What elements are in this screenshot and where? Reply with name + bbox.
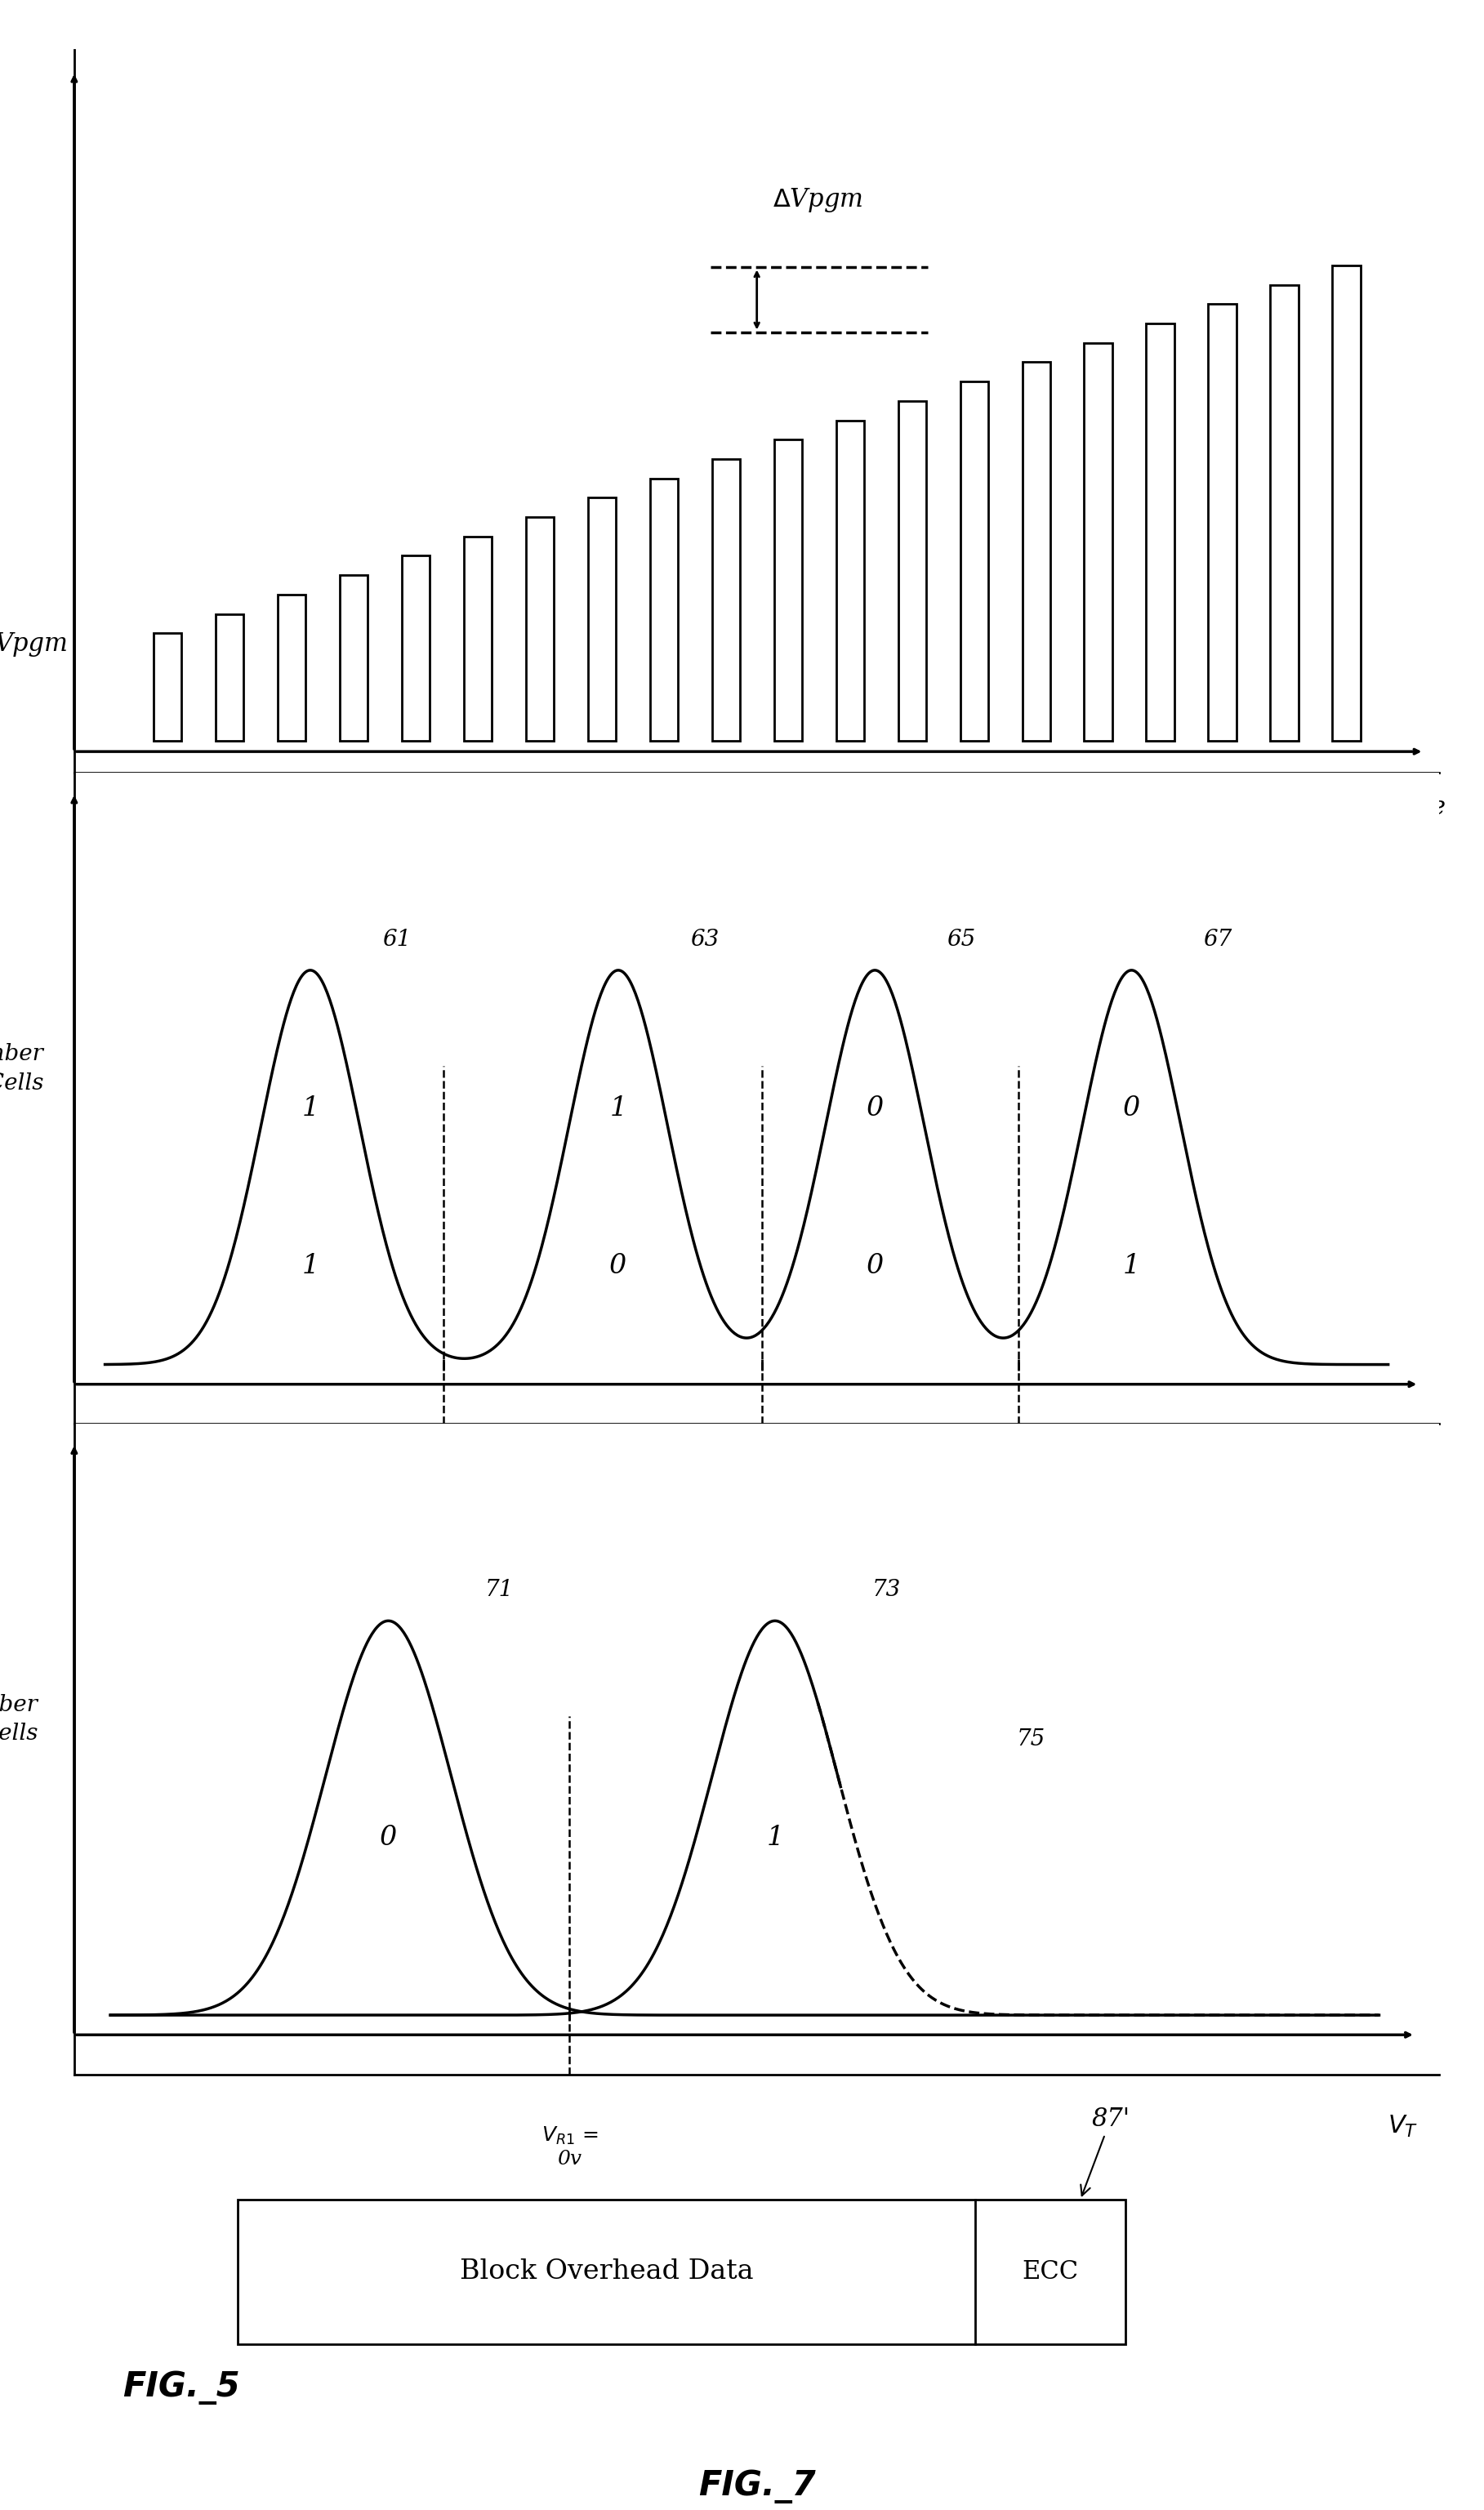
- Text: Vpgm: Vpgm: [0, 633, 68, 658]
- Text: 0: 0: [380, 1825, 398, 1850]
- Text: Number
of Cells: Number of Cells: [0, 1044, 43, 1094]
- Text: $V_{R00}$: $V_{R00}$: [741, 1476, 784, 1496]
- Text: 71: 71: [485, 1579, 513, 1601]
- Text: ECC: ECC: [1022, 2259, 1079, 2284]
- Text: FIG._3: FIG._3: [594, 934, 718, 971]
- Bar: [340, 575, 368, 740]
- Text: $V_{V10}$: $V_{V10}$: [423, 1581, 464, 1604]
- Text: 63: 63: [690, 929, 718, 951]
- Text: $V_{V01}$: $V_{V01}$: [997, 1581, 1040, 1604]
- Text: 0: 0: [1123, 1094, 1140, 1122]
- Bar: [402, 555, 429, 740]
- Text: $V_{V00}$: $V_{V00}$: [741, 1581, 784, 1604]
- Bar: [1022, 361, 1051, 740]
- Bar: [153, 633, 181, 740]
- Bar: [1270, 284, 1298, 740]
- Bar: [1085, 344, 1112, 740]
- Text: Number
of Cells: Number of Cells: [0, 1694, 39, 1744]
- Text: 1: 1: [301, 1094, 319, 1122]
- Bar: [898, 402, 926, 740]
- Text: FIG._7: FIG._7: [697, 2470, 816, 2505]
- Text: 65: 65: [947, 929, 975, 951]
- Text: 0: 0: [867, 1094, 883, 1122]
- Text: FIG._4: FIG._4: [193, 1719, 310, 1754]
- Bar: [1146, 324, 1174, 740]
- Bar: [1208, 304, 1236, 740]
- Text: $V_T$: $V_T$: [1393, 1463, 1425, 1488]
- Bar: [650, 479, 678, 740]
- Text: 0: 0: [867, 1252, 883, 1280]
- Bar: [712, 459, 741, 740]
- Text: 61: 61: [383, 929, 411, 951]
- Text: 1: 1: [766, 1825, 784, 1850]
- Bar: [278, 595, 306, 740]
- Text: $V_{R10}$ =
0v: $V_{R10}$ = 0v: [411, 1476, 476, 1519]
- Text: 1: 1: [610, 1094, 626, 1122]
- Text: Block Overhead Data: Block Overhead Data: [460, 2259, 754, 2284]
- Text: 1: 1: [1123, 1252, 1140, 1280]
- Text: Time: Time: [1383, 796, 1445, 821]
- Bar: [588, 497, 616, 740]
- Text: 75: 75: [1017, 1727, 1045, 1749]
- Bar: [775, 439, 801, 740]
- Text: $V_{R01}$: $V_{R01}$: [997, 1476, 1040, 1496]
- Bar: [463, 537, 491, 740]
- Text: $V_{V1}$: $V_{V1}$: [554, 2244, 586, 2264]
- Text: FIG._5: FIG._5: [123, 2369, 240, 2405]
- Text: $V_{R1}$ =
0v: $V_{R1}$ = 0v: [542, 2126, 598, 2169]
- Text: $\Delta$Vpgm: $\Delta$Vpgm: [772, 186, 862, 213]
- Text: $V_T$: $V_T$: [1388, 2113, 1419, 2139]
- Bar: [960, 382, 988, 740]
- Bar: [215, 615, 243, 740]
- Bar: [835, 419, 864, 740]
- Bar: [525, 517, 554, 740]
- Text: 87': 87': [1080, 2106, 1129, 2196]
- Text: 67: 67: [1204, 929, 1232, 951]
- Bar: [1333, 266, 1361, 740]
- FancyBboxPatch shape: [237, 2199, 1125, 2344]
- Text: 0: 0: [610, 1252, 626, 1280]
- Text: 73: 73: [871, 1579, 901, 1601]
- Text: 1: 1: [301, 1252, 319, 1280]
